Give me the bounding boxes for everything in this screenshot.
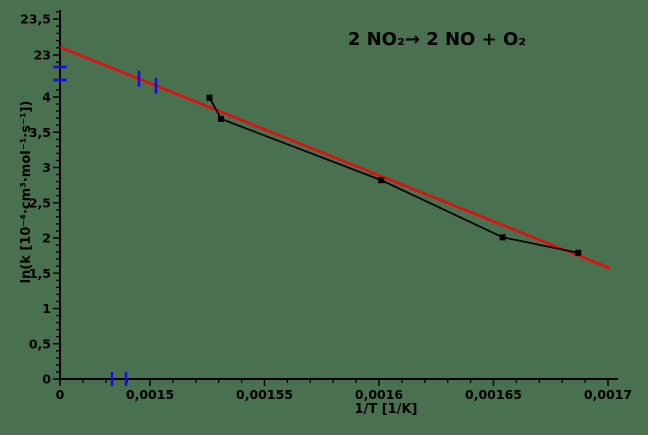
fit-line — [59, 45, 611, 270]
y-axis-tick-label: 0 — [42, 372, 51, 387]
data-point-marker — [499, 234, 506, 241]
x-axis-tick-label: 0,0015 — [126, 387, 174, 402]
data-series-group — [206, 94, 582, 256]
y-axis-tick-label: 1,5 — [29, 266, 51, 281]
x-axis-tick-label: 0,0017 — [584, 387, 632, 402]
x-axis-tick-label: 0,00165 — [465, 387, 522, 402]
x-ticks-group: 0 0,0015 0,00155 0,0016 0,00165 0,0017 — [56, 379, 632, 402]
x-axis-tick-label: 0 — [56, 387, 65, 402]
data-point-marker — [206, 94, 213, 101]
x-axis-tick-label: 0,00155 — [236, 387, 293, 402]
data-point-marker — [378, 177, 385, 184]
x-axis-title: 1/T [1/K] — [355, 402, 418, 417]
data-point-marker — [217, 115, 224, 122]
fit-line-group — [59, 45, 611, 270]
y-axis-tick-label: 23 — [34, 48, 51, 63]
axes-group — [59, 10, 618, 380]
chart-title: 2 NO₂→ 2 NO + O₂ — [348, 29, 526, 50]
y-axis-tick-label: 23,5 — [20, 12, 51, 27]
y-axis-tick-label: 3,5 — [29, 125, 51, 140]
x-axis-tick-label: 0,0016 — [355, 387, 404, 402]
y-axis-title: ln(k [10⁻⁴·cm³·mol⁻¹·s⁻¹]) — [19, 101, 34, 284]
axis-break-marks-group — [53, 65, 158, 386]
y-axis-tick-label: 2,5 — [29, 195, 51, 210]
y-axis-tick-label: 0,5 — [29, 336, 51, 351]
y-axis-tick-label: 1 — [42, 301, 51, 316]
y-axis-tick-label: 2 — [42, 231, 51, 246]
data-polyline — [208, 97, 579, 254]
y-axis-tick-label: 3 — [42, 160, 51, 175]
data-point-marker — [575, 249, 582, 256]
y-axis-tick-label: 4 — [42, 90, 51, 105]
y-ticks-group: 0 0,5 1 1,5 2 2,5 3 3,5 4 23 23,5 — [20, 11, 60, 387]
